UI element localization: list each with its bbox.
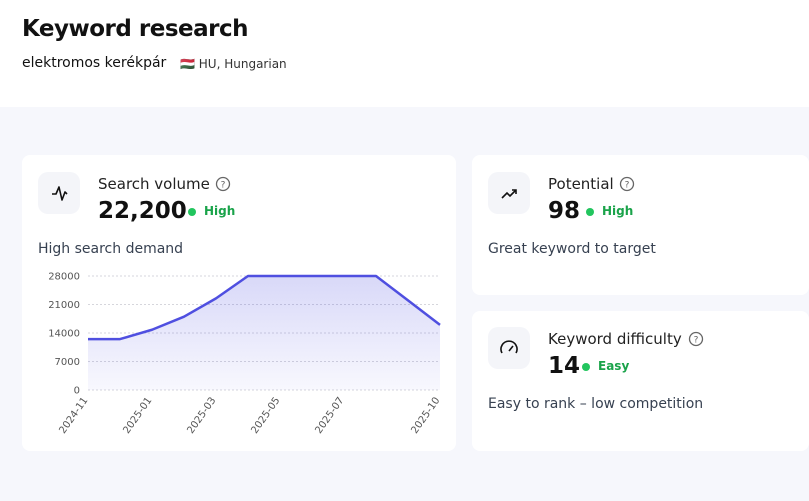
card-level: High [602,204,634,218]
x-tick-label: 2025-03 [185,395,218,435]
chart: 0 7000 14000 21000 28000 2024-11 2025-01 2025-0… [48,272,442,436]
x-tick-label: 2024-11 [57,395,90,435]
x-tick-label: 2025-01 [121,395,154,435]
card-description: Great keyword to target [488,241,656,257]
card-value: 98 [548,198,581,224]
help-icon[interactable]: ? [619,176,635,192]
locale-text: HU, Hungarian [198,57,287,71]
card-level: High [204,204,236,218]
y-tick-label: 28000 [48,272,80,283]
line [88,274,441,341]
card-title: Keyword difficulty [548,330,682,348]
x-tick-label: 2025-10 [409,395,442,435]
icon [488,327,530,369]
card-title: Search volume [98,175,210,193]
keyword: elektromos kerékpár [22,55,167,71]
page-title: Keyword research [22,16,248,42]
status-dot [586,208,594,216]
x-tick-label: 2025-07 [313,395,346,435]
x-tick-label: 2025-05 [249,395,282,435]
y-tick-label: 21000 [48,300,80,311]
card-value: 22,200 [98,198,187,224]
help-icon[interactable]: ? [688,331,704,347]
svg-text:?: ? [694,336,699,346]
card-value: 14 [548,353,581,379]
status-dot [188,208,196,216]
icon [38,172,80,214]
svg-text:?: ? [625,181,630,191]
y-tick-label: 7000 [55,357,80,368]
flag: 🇭🇺 [180,57,195,71]
area [88,276,440,390]
card-level: Easy [598,359,630,373]
svg-text:?: ? [221,181,226,191]
header: Keyword research elektromos kerékpár 🇭🇺 … [0,0,809,107]
status-dot [582,363,590,371]
y-tick-label: 14000 [48,329,80,340]
locale: 🇭🇺 HU, Hungarian [180,57,287,71]
help-icon[interactable]: ? [215,176,231,192]
y-tick-label: 0 [74,386,80,397]
card-description: Easy to rank – low competition [488,396,704,412]
card-description: High search demand [38,241,184,257]
card-title: Potential [548,175,614,193]
icon [488,172,530,214]
